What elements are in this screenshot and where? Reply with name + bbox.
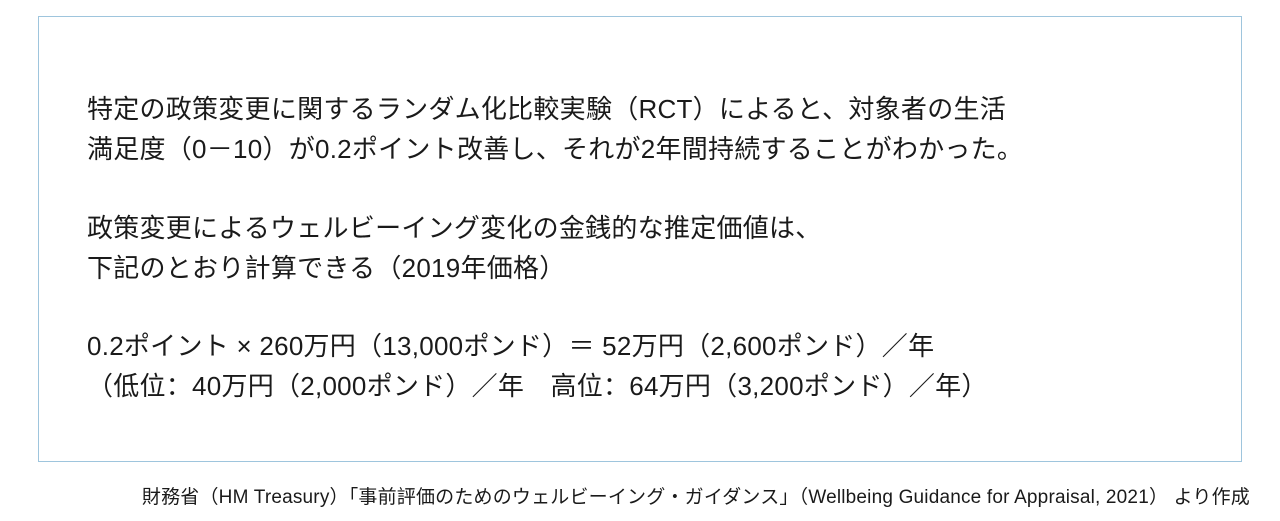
line: 0.2ポイント × 260万円（13,000ポンド）＝ 52万円（2,600ポン… — [87, 326, 1193, 366]
line: 満足度（0－10）が0.2ポイント改善し、それが2年間持続することがわかった。 — [87, 129, 1193, 169]
paragraph-2: 政策変更によるウェルビーイング変化の金銭的な推定価値は、 下記のとおり計算できる… — [87, 208, 1193, 289]
content-box: 特定の政策変更に関するランダム化比較実験（RCT）によると、対象者の生活 満足度… — [38, 16, 1242, 462]
line: 政策変更によるウェルビーイング変化の金銭的な推定価値は、 — [87, 208, 1193, 248]
line: （低位：40万円（2,000ポンド）／年 高位：64万円（3,200ポンド）／年… — [87, 366, 1193, 406]
line: 下記のとおり計算できる（2019年価格） — [87, 248, 1193, 288]
source-citation: 財務省（HM Treasury）「事前評価のためのウェルビーイング・ガイダンス」… — [0, 482, 1250, 509]
paragraph-3: 0.2ポイント × 260万円（13,000ポンド）＝ 52万円（2,600ポン… — [87, 326, 1193, 407]
line: 特定の政策変更に関するランダム化比較実験（RCT）によると、対象者の生活 — [87, 89, 1193, 129]
paragraph-1: 特定の政策変更に関するランダム化比較実験（RCT）によると、対象者の生活 満足度… — [87, 89, 1193, 170]
